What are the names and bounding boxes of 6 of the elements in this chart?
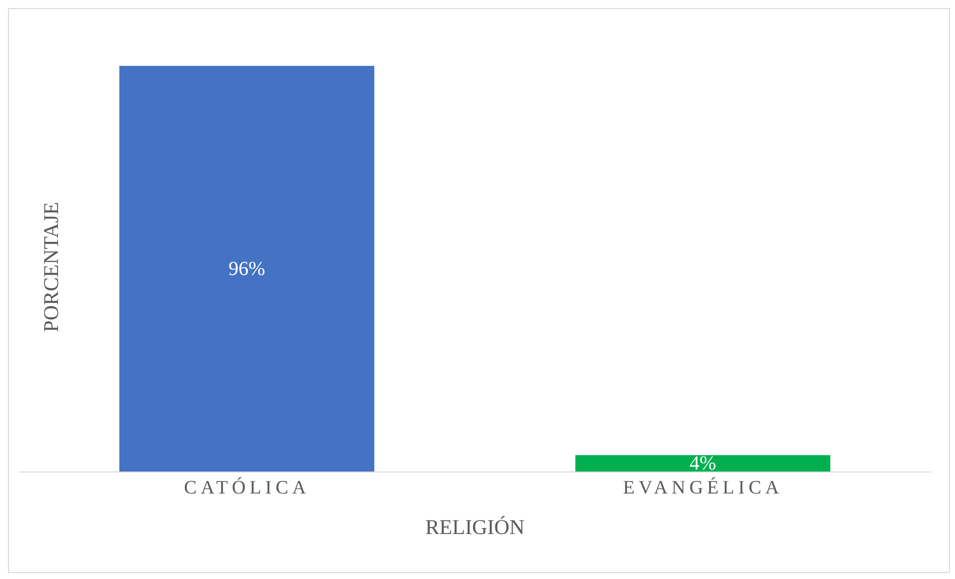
data-label: 96% — [228, 258, 266, 280]
x-tick-label: EVANGÉLICA — [623, 476, 783, 498]
data-label: 4% — [689, 452, 716, 475]
y-axis-title: PORCENTAJE — [39, 202, 63, 332]
x-tick-label: CATÓLICA — [184, 476, 310, 498]
x-axis-title: RELIGIÓN — [425, 515, 525, 539]
